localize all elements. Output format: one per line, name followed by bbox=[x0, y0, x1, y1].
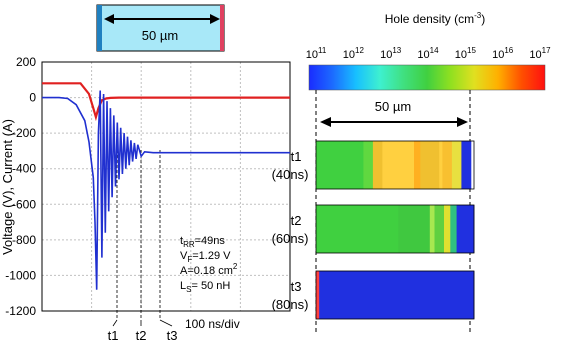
hole-density-panel: Hole density (cm-3) 1011 1012 1013 1014 1015… bbox=[272, 11, 551, 332]
heatmap-band bbox=[444, 205, 451, 253]
series-line-2 bbox=[42, 90, 290, 290]
y-tick-label: -400 bbox=[12, 162, 36, 176]
heatmap-band bbox=[382, 141, 415, 189]
colorbar-tick-label: 1016 bbox=[492, 46, 514, 61]
y-tick-label: -1000 bbox=[5, 268, 36, 282]
area-annotation: A=0.18 cm2 bbox=[180, 262, 238, 277]
series-line-1 bbox=[42, 82, 290, 122]
heatmap-band bbox=[316, 141, 364, 189]
heatmap-band bbox=[434, 205, 445, 253]
heatmap-row-t2: t2 (60ns) bbox=[272, 204, 475, 254]
device-schematic: 50 µm bbox=[96, 4, 225, 52]
heatmap-width-label: 50 µm bbox=[375, 99, 411, 114]
row-time: (60ns) bbox=[272, 231, 309, 246]
waveform-chart: 200 0 -200 -400 -600 -800 -1000 -1200 Voltage (… bbox=[0, 55, 291, 343]
heatmap-band bbox=[319, 271, 475, 319]
heatmap-band bbox=[316, 271, 320, 319]
device-right-contact bbox=[220, 5, 224, 51]
y-tick-label: 200 bbox=[16, 55, 36, 69]
colorbar-tick-label: 1014 bbox=[417, 46, 439, 61]
heatmap-band bbox=[316, 205, 399, 253]
y-tick-label: 0 bbox=[29, 91, 36, 105]
time-markers: t1 t2 t3 bbox=[108, 150, 178, 343]
colorbar-tick-label: 1012 bbox=[343, 46, 365, 61]
y-tick-label: -200 bbox=[12, 126, 36, 140]
heatmap-row-frame bbox=[315, 140, 475, 190]
trr-annotation: tRR=49ns bbox=[180, 235, 225, 249]
heatmap-band bbox=[456, 205, 475, 253]
heatmap-row-frame bbox=[315, 204, 475, 254]
heatmap-band bbox=[439, 141, 443, 189]
colorbar bbox=[308, 64, 546, 91]
heatmap-row-t1: t1 (40ns) bbox=[272, 140, 475, 190]
time-marker-leader bbox=[159, 319, 173, 327]
y-tick-label: -800 bbox=[12, 233, 36, 247]
device-width-label: 50 µm bbox=[142, 28, 178, 43]
colorbar-tick-label: 1015 bbox=[455, 46, 477, 61]
device-arrow-right-head bbox=[210, 14, 220, 24]
device-arrow-left-head bbox=[104, 14, 114, 24]
vf-annotation: VF=1.29 V bbox=[180, 250, 231, 264]
time-marker-label: t3 bbox=[167, 328, 178, 343]
row-label: t1 bbox=[291, 149, 302, 164]
row-label: t2 bbox=[291, 213, 302, 228]
y-tick-labels: 200 0 -200 -400 -600 -800 -1000 -1200 bbox=[5, 55, 36, 318]
heatmap-band bbox=[442, 141, 453, 189]
y-gridlines bbox=[42, 97, 290, 276]
ls-annotation: LS= 50 nH bbox=[180, 280, 230, 294]
colorbar-tick-label: 1017 bbox=[529, 46, 551, 61]
heatmap-band bbox=[451, 141, 462, 189]
series-group bbox=[42, 82, 290, 290]
time-marker-leader bbox=[112, 319, 118, 327]
colorbar-title: Hole density (cm-3) bbox=[385, 11, 486, 26]
heatmap-row-t3: t3 (80ns) bbox=[272, 270, 475, 320]
heatmap-band bbox=[420, 141, 440, 189]
device-body bbox=[96, 4, 225, 52]
device-left-contact bbox=[97, 5, 102, 51]
heatmap-band bbox=[429, 205, 435, 253]
heatmap-row-frame bbox=[315, 270, 475, 320]
heatmap-band bbox=[363, 141, 374, 189]
time-marker-label: t1 bbox=[108, 328, 119, 343]
y-axis-label: Voltage (V), Current (A) bbox=[0, 119, 15, 255]
heatmap-rows: t1 (40ns) t2 (60ns) t3 (80ns) bbox=[272, 140, 475, 320]
heatmap-arrow-right-head bbox=[457, 117, 468, 127]
heatmap-arrow-left-head bbox=[320, 117, 331, 127]
row-label: t3 bbox=[291, 279, 302, 294]
plot-frame bbox=[41, 61, 291, 312]
colorbar-tick-label: 1011 bbox=[306, 46, 327, 61]
heatmap-band bbox=[398, 205, 431, 253]
y-tick-label: -600 bbox=[12, 197, 36, 211]
heatmap-band bbox=[461, 141, 472, 189]
row-time: (40ns) bbox=[272, 167, 309, 182]
heatmap-band bbox=[450, 205, 457, 253]
time-scale-label: 100 ns/div bbox=[185, 317, 240, 331]
time-marker-label: t2 bbox=[136, 328, 147, 343]
heatmap-band bbox=[414, 141, 421, 189]
heatmap-band bbox=[372, 141, 383, 189]
y-tick-label: -1200 bbox=[5, 304, 36, 318]
row-time: (80ns) bbox=[272, 297, 309, 312]
colorbar-tick-label: 1013 bbox=[380, 46, 402, 61]
colorbar-tick-labels: 1011 1012 1013 1014 1015 1016 1017 bbox=[306, 46, 551, 61]
